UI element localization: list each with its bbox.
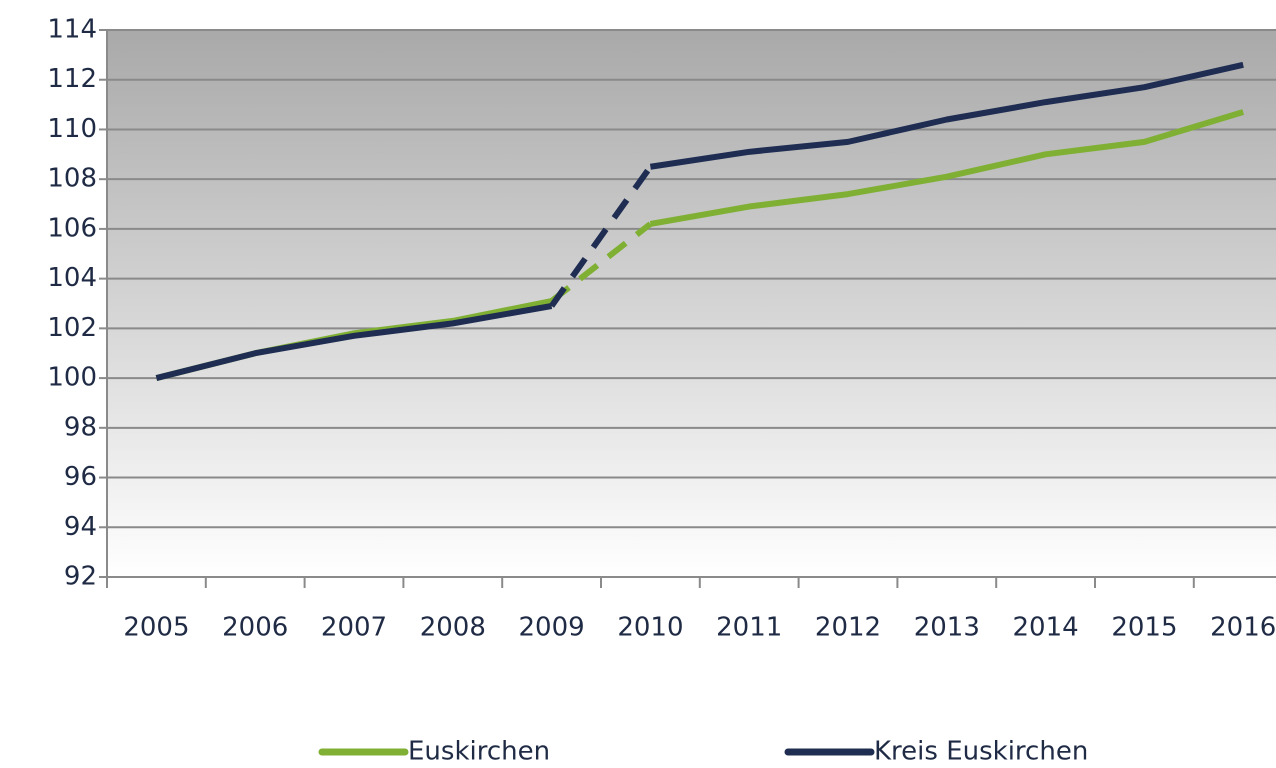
series-line-dashed [549, 165, 653, 308]
x-tick-label: 2016 [1210, 613, 1276, 643]
legend-label: Euskirchen [408, 737, 550, 767]
x-tick-label: 2005 [123, 613, 189, 643]
plot-area [107, 30, 1276, 577]
y-tick-label: 94 [64, 512, 97, 542]
x-tick-label: 2007 [321, 613, 387, 643]
y-tick-label: 100 [47, 363, 97, 393]
x-tick-label: 2012 [815, 613, 881, 643]
x-tick-label: 2015 [1111, 613, 1177, 643]
x-tick-label: 2009 [519, 613, 585, 643]
x-tick-label: 2014 [1013, 613, 1079, 643]
series-line [155, 303, 553, 382]
series-line-dashed [549, 221, 653, 304]
y-tick-label: 112 [47, 64, 97, 94]
x-tick-label: 2011 [716, 613, 782, 643]
y-tick-label: 108 [47, 164, 97, 194]
legend-label: Kreis Euskirchen [874, 737, 1088, 767]
y-tick-label: 96 [64, 462, 97, 492]
y-tick-label: 104 [47, 263, 97, 293]
y-tick-label: 92 [64, 562, 97, 592]
x-tick-label: 2013 [914, 613, 980, 643]
y-tick-label: 110 [47, 114, 97, 144]
y-tick-label: 102 [47, 313, 97, 343]
y-tick-label: 106 [47, 213, 97, 243]
x-tick-label: 2008 [420, 613, 486, 643]
series-line [649, 109, 1245, 227]
series-line [649, 61, 1244, 170]
y-tick-label: 98 [64, 412, 97, 442]
x-tick-label: 2010 [617, 613, 683, 643]
y-tick-label: 114 [47, 15, 97, 45]
x-tick-label: 2006 [222, 613, 288, 643]
